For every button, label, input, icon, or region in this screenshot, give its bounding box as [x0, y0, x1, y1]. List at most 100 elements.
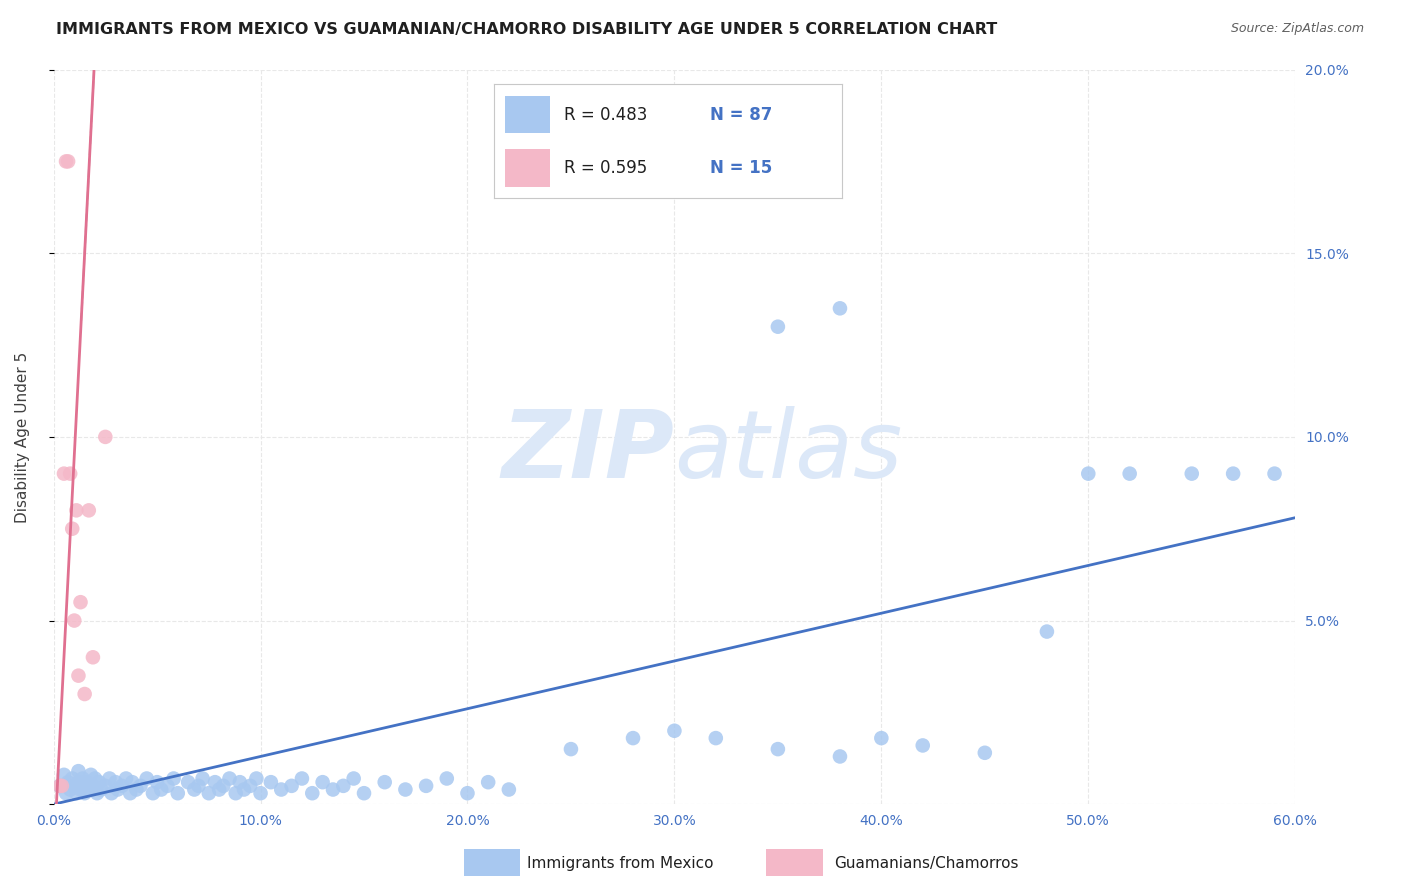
- Text: Immigrants from Mexico: Immigrants from Mexico: [527, 856, 714, 871]
- Point: [69, 595, 91, 609]
- Point: [65, 786, 87, 800]
- Point: [1036, 624, 1059, 639]
- Point: [77, 503, 100, 517]
- Point: [1118, 467, 1140, 481]
- Text: Guamanians/Chamorros: Guamanians/Chamorros: [834, 856, 1018, 871]
- Point: [82, 779, 104, 793]
- Point: [59, 782, 82, 797]
- Point: [828, 749, 851, 764]
- Point: [52, 768, 75, 782]
- Point: [218, 772, 240, 786]
- Point: [177, 775, 200, 789]
- Point: [56, 154, 79, 169]
- Point: [67, 668, 90, 682]
- Point: [280, 779, 302, 793]
- Point: [260, 775, 283, 789]
- Point: [67, 775, 90, 789]
- Point: [100, 786, 122, 800]
- Point: [704, 731, 727, 745]
- Point: [90, 782, 112, 797]
- Point: [65, 503, 87, 517]
- Point: [374, 775, 396, 789]
- Point: [394, 782, 416, 797]
- Point: [51, 779, 73, 793]
- Point: [49, 779, 72, 793]
- Point: [353, 786, 375, 800]
- Y-axis label: Disability Age Under 5: Disability Age Under 5: [15, 351, 30, 523]
- Point: [73, 779, 96, 793]
- Point: [125, 782, 148, 797]
- Point: [111, 779, 134, 793]
- Point: [52, 467, 75, 481]
- Point: [55, 786, 77, 800]
- Point: [120, 786, 142, 800]
- Point: [208, 782, 231, 797]
- Point: [456, 786, 478, 800]
- Point: [301, 786, 323, 800]
- Point: [560, 742, 582, 756]
- Point: [225, 786, 247, 800]
- Point: [104, 775, 127, 789]
- Point: [204, 775, 226, 789]
- Point: [63, 614, 86, 628]
- Point: [49, 779, 72, 793]
- Point: [498, 782, 520, 797]
- Point: [621, 731, 644, 745]
- Point: [89, 775, 111, 789]
- Text: IMMIGRANTS FROM MEXICO VS GUAMANIAN/CHAMORRO DISABILITY AGE UNDER 5 CORRELATION : IMMIGRANTS FROM MEXICO VS GUAMANIAN/CHAM…: [56, 22, 997, 37]
- Point: [59, 467, 82, 481]
- Point: [84, 772, 107, 786]
- Point: [311, 775, 333, 789]
- Point: [198, 786, 221, 800]
- Point: [76, 775, 98, 789]
- Point: [415, 779, 437, 793]
- Point: [1181, 467, 1204, 481]
- Point: [436, 772, 458, 786]
- Point: [135, 772, 157, 786]
- Point: [291, 772, 314, 786]
- Point: [162, 772, 184, 786]
- Point: [212, 779, 235, 793]
- Point: [115, 772, 138, 786]
- Point: [343, 772, 366, 786]
- Point: [86, 786, 108, 800]
- Point: [973, 746, 995, 760]
- Point: [55, 154, 77, 169]
- Point: [1077, 467, 1099, 481]
- Point: [270, 782, 292, 797]
- Point: [332, 779, 354, 793]
- Point: [82, 650, 104, 665]
- Point: [239, 779, 262, 793]
- Point: [129, 779, 152, 793]
- Point: [63, 779, 86, 793]
- Point: [94, 430, 117, 444]
- Point: [477, 775, 499, 789]
- Point: [828, 301, 851, 316]
- Point: [191, 772, 214, 786]
- Point: [322, 782, 344, 797]
- Point: [1263, 467, 1285, 481]
- Point: [98, 772, 121, 786]
- Point: [142, 786, 165, 800]
- Point: [245, 772, 267, 786]
- Point: [156, 779, 179, 793]
- Point: [73, 687, 96, 701]
- Point: [229, 775, 252, 789]
- Point: [80, 768, 103, 782]
- Point: [1222, 467, 1244, 481]
- Point: [73, 786, 96, 800]
- Point: [60, 522, 83, 536]
- Point: [77, 782, 100, 797]
- Point: [166, 786, 188, 800]
- Point: [150, 782, 173, 797]
- Point: [94, 779, 117, 793]
- Point: [870, 731, 893, 745]
- Point: [67, 764, 90, 779]
- Point: [56, 775, 79, 789]
- Text: ZIP: ZIP: [502, 406, 675, 498]
- Point: [107, 782, 129, 797]
- Point: [183, 782, 205, 797]
- Point: [911, 739, 934, 753]
- Point: [766, 742, 789, 756]
- Point: [187, 779, 209, 793]
